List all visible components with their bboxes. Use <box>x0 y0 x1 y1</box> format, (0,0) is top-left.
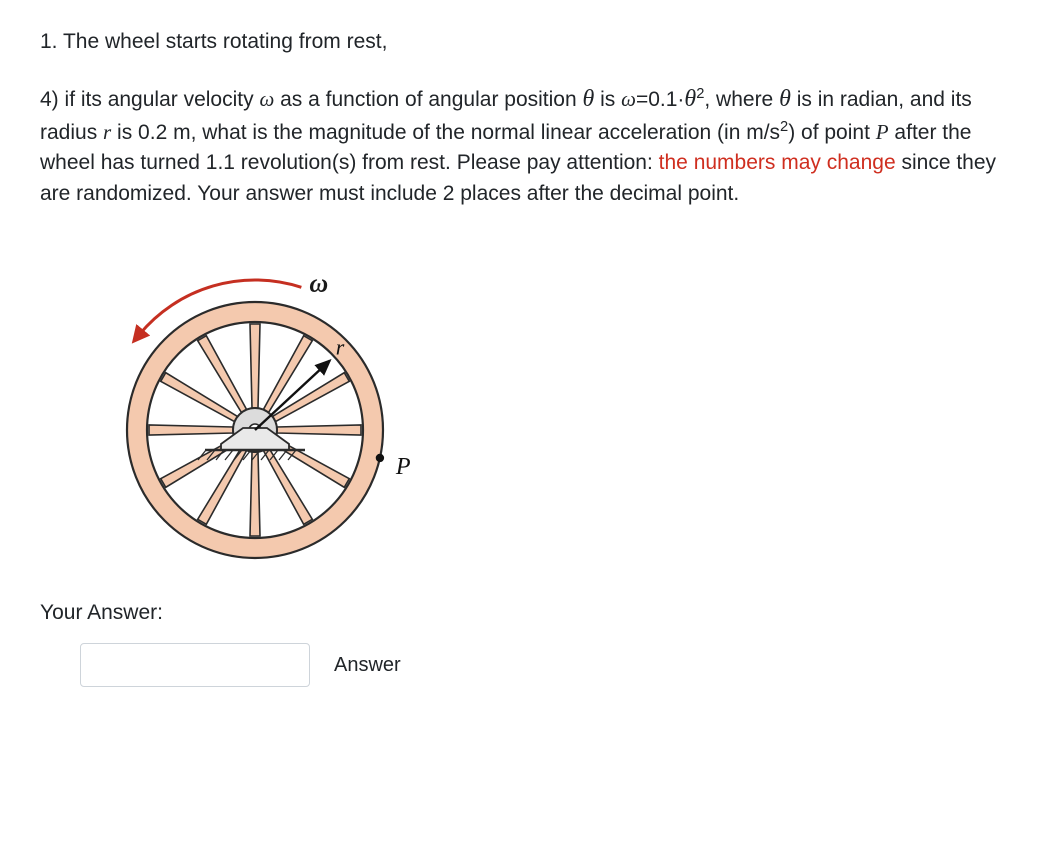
theta-symbol: θ <box>779 86 791 112</box>
wheel-svg: r Pω <box>90 245 420 565</box>
text: ) of point <box>788 121 876 144</box>
text: if its angular velocity <box>59 88 260 111</box>
wheel-diagram: r Pω <box>90 245 1020 571</box>
text: , where <box>704 88 779 111</box>
r-symbol: r <box>103 120 111 144</box>
answer-row: Answer <box>80 643 1020 687</box>
part-label: 4) <box>40 88 59 111</box>
svg-text:P: P <box>395 454 411 480</box>
eq-equals: = <box>636 88 648 111</box>
eq-theta: θ <box>684 86 696 112</box>
p-symbol: P <box>876 120 889 144</box>
your-answer-label: Your Answer: <box>40 601 1020 625</box>
eq-omega: ω <box>621 87 636 111</box>
unit-exponent: 2 <box>780 119 788 135</box>
svg-text:r: r <box>336 335 345 360</box>
eq-coeff: 0.1· <box>648 88 684 111</box>
text: as a function of angular position <box>274 88 582 111</box>
answer-caption: Answer <box>334 654 401 677</box>
answer-input[interactable] <box>80 643 310 687</box>
text: is <box>594 88 621 111</box>
question-heading: 1. The wheel starts rotating from rest, <box>40 30 1020 54</box>
warning-text: the numbers may change <box>659 151 896 174</box>
omega-symbol: ω <box>259 87 274 111</box>
theta-symbol: θ <box>582 86 594 112</box>
svg-text:ω: ω <box>309 268 328 297</box>
text: is 0.2 m, what is the magnitude of the n… <box>111 121 780 144</box>
question-body: 4) if its angular velocity ω as a functi… <box>40 82 1020 209</box>
